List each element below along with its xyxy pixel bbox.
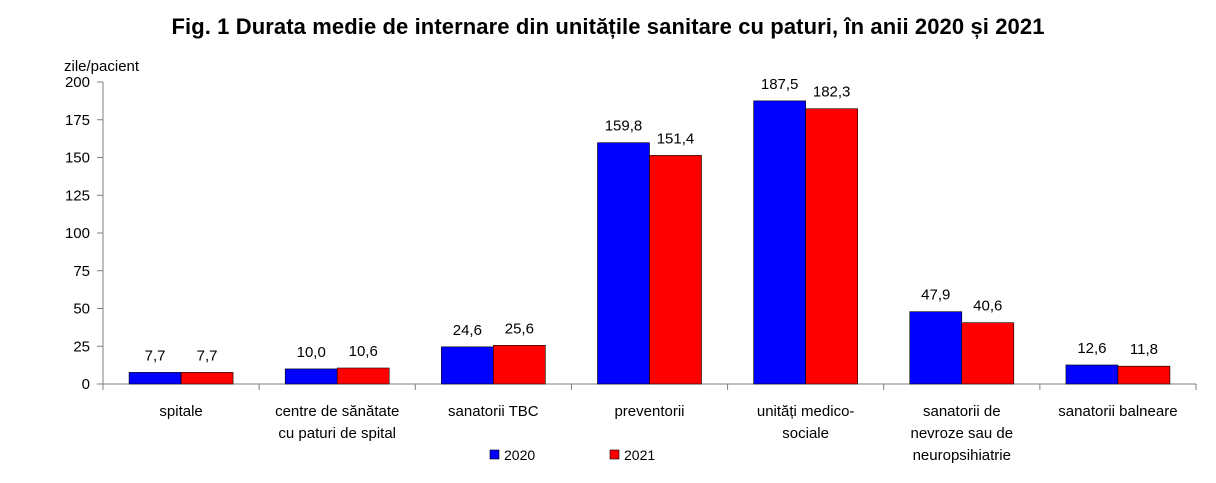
y-axis-label: zile/pacient [64,58,140,75]
data-label-2021-1: 10,6 [349,343,378,360]
data-label-2021-4: 182,3 [813,84,851,101]
legend-swatch-2020 [489,449,500,460]
data-label-2020-0: 7,7 [145,347,166,364]
data-label-2020-6: 12,6 [1077,340,1106,357]
bar-2020-0 [128,372,182,385]
category-label-2: sanatorii TBC [448,403,539,420]
data-label-2021-3: 151,4 [657,130,695,147]
y-tick-label: 100 [65,225,90,242]
data-label-2021-6: 11,8 [1130,341,1158,358]
data-label-2020-2: 24,6 [453,322,482,339]
bar-2020-5 [909,311,963,385]
y-tick-label: 75 [73,263,90,280]
category-label-4: unități medico-sociale [757,403,855,442]
category-label-5: sanatorii de nevroze sau de neuropsihiatri… [910,403,1013,464]
category-label-line: unități medico- [757,403,855,420]
data-label-2021-0: 7,7 [197,347,218,364]
bar-2021-3 [649,155,702,385]
data-label-2020-1: 10,0 [297,344,326,361]
category-label-6: sanatorii balneare [1058,403,1177,420]
category-label-line: sanatorii TBC [448,403,539,420]
data-label-2020-5: 47,9 [921,287,950,304]
y-tick-label: 25 [73,338,90,355]
category-label-line: sanatorii de [923,403,1001,420]
bar-2020-1 [284,368,338,385]
category-label-line: sociale [782,425,829,442]
category-label-line: sanatorii balneare [1058,403,1177,420]
category-label-1: centre de sănătate cu paturi de spital [275,403,399,442]
bar-2021-0 [180,372,234,385]
bar-2020-3 [597,142,650,385]
category-label-line: neuropsihiatrie [913,447,1011,464]
bar-2020-4 [753,100,806,385]
legend-swatch-2021 [609,449,620,460]
category-label-0: spitale [159,403,202,420]
bar-2021-4 [805,108,858,385]
category-label-line: spitale [159,403,202,420]
category-label-line: cu paturi de spital [278,425,396,442]
bar-2021-6 [1117,365,1171,385]
data-label-2021-2: 25,6 [505,320,534,337]
category-label-line: nevroze sau de [910,425,1013,442]
y-tick-label: 50 [73,301,90,318]
chart-title: Fig. 1 Durata medie de internare din uni… [171,14,1045,39]
y-tick-label: 0 [82,376,90,393]
legend-label-2021: 2021 [624,447,655,463]
y-tick-label: 150 [65,150,90,167]
data-label-2021-5: 40,6 [973,298,1002,315]
category-label-line: preventorii [614,403,684,420]
y-tick-label: 175 [65,112,90,129]
bar-2020-6 [1065,364,1119,385]
category-label-line: centre de sănătate [275,403,399,420]
data-label-2020-3: 159,8 [605,118,643,135]
bar-2021-2 [493,345,546,385]
category-label-3: preventorii [614,403,684,420]
bar-2021-5 [961,322,1015,385]
legend-label-2020: 2020 [504,447,535,463]
bar-2021-1 [336,367,390,385]
bar-2020-2 [441,346,494,385]
y-tick-label: 200 [65,74,90,91]
data-label-2020-4: 187,5 [761,76,799,93]
y-tick-label: 125 [65,187,90,204]
